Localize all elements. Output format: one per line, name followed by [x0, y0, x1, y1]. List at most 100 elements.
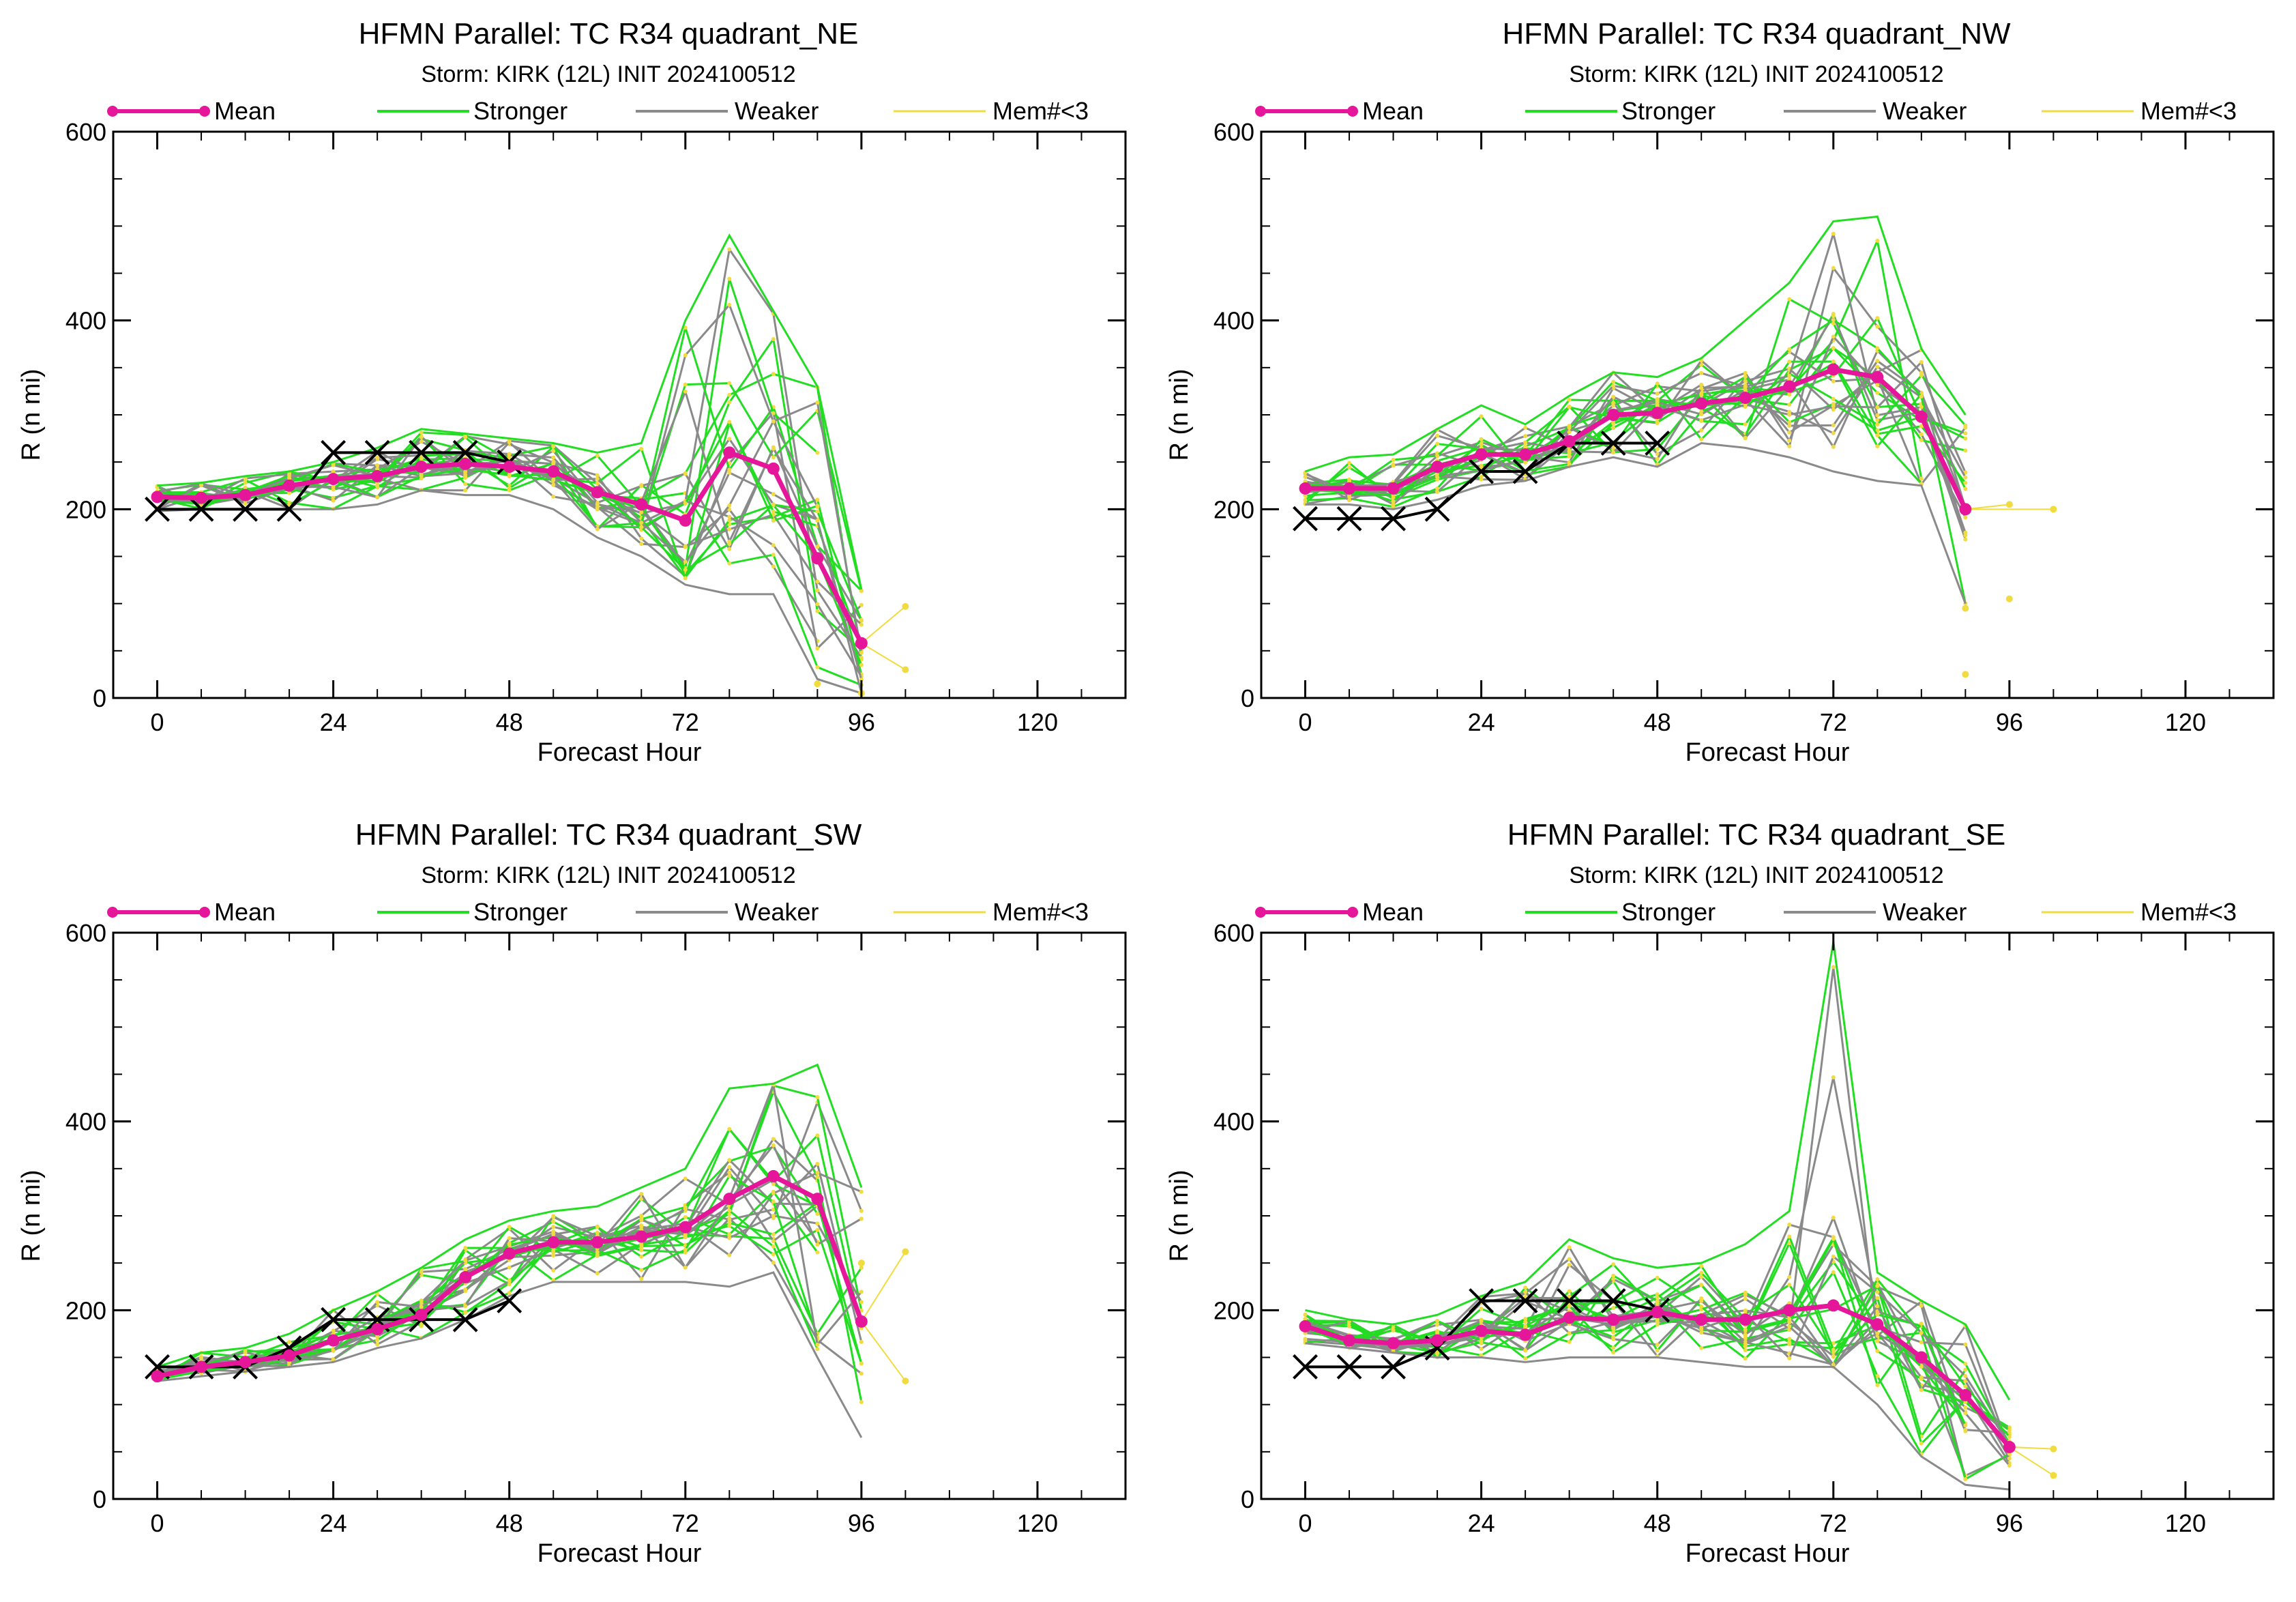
legend-stronger-label: Stronger: [1621, 97, 1716, 125]
member-point: [1347, 498, 1352, 503]
mean-point: [1695, 397, 1708, 410]
observed-x-marker: [1469, 1288, 1495, 1313]
member-point: [243, 501, 248, 506]
member-point: [815, 1133, 820, 1138]
y-axis-label: R (n mi): [17, 1169, 46, 1262]
legend-weaker-label: Weaker: [1883, 97, 1967, 125]
member-point: [1963, 480, 1968, 485]
mean-point: [1299, 1320, 1312, 1332]
x-tick-label: 0: [151, 1509, 164, 1537]
member-point: [595, 453, 600, 458]
mean-point: [2003, 1440, 2016, 1453]
mean-point: [1959, 1388, 1972, 1401]
mean-point: [1519, 1328, 1532, 1341]
legend-weaker-label: Weaker: [735, 97, 819, 125]
member-point: [727, 392, 732, 397]
y-axis: 0 200 400 600 R (n mi): [1165, 919, 2273, 1513]
member-point: [727, 507, 732, 512]
member-point: [683, 1265, 688, 1270]
member-point: [551, 478, 556, 482]
legend: Mean Stronger Weaker Mem#<3: [1255, 97, 2237, 125]
observed-x-stroke: [1600, 1288, 1626, 1313]
member-point: [771, 455, 776, 460]
member-point: [815, 1174, 820, 1179]
y-tick-label: 0: [93, 1485, 106, 1513]
member-point: [463, 488, 468, 493]
weaker-member-line: [1305, 441, 1967, 605]
x-axis-label: Forecast Hour: [538, 1539, 702, 1568]
member-point: [1699, 1330, 1704, 1335]
member-point: [1875, 433, 1880, 438]
member-point: [507, 1242, 512, 1247]
member-point: [1391, 499, 1396, 504]
mean-point: [459, 457, 472, 470]
member-point: [331, 1328, 336, 1333]
member-point: [1523, 1290, 1528, 1294]
mean-point: [1651, 407, 1664, 420]
member-point: [1787, 360, 1792, 364]
member-point: [1567, 1289, 1572, 1294]
member-point: [1699, 392, 1704, 397]
x-tick-label: 72: [672, 708, 699, 736]
member-point: [1567, 1262, 1572, 1267]
member-point: [1743, 1341, 1748, 1346]
member-point: [1743, 379, 1748, 383]
member-point: [331, 484, 336, 489]
member-point: [199, 1356, 204, 1360]
member-point: [1963, 1342, 1968, 1347]
member-point: [551, 1219, 556, 1224]
member-point: [1611, 1335, 1616, 1339]
member-point: [1655, 1348, 1660, 1353]
member-point: [1963, 1384, 1968, 1388]
observed-x-marker: [452, 439, 478, 465]
member-point: [1303, 493, 1308, 498]
member-point: [375, 1334, 380, 1339]
member-point: [1699, 1299, 1704, 1304]
member-point: [463, 1287, 468, 1292]
member-point: [1875, 1290, 1880, 1294]
member-point: [1699, 412, 1704, 417]
plot-frame: [112, 130, 1127, 699]
member-point: [1875, 364, 1880, 369]
member-point: [639, 1213, 644, 1218]
stronger-member-line: [1304, 1235, 1967, 1426]
member-point: [771, 492, 776, 497]
member-point: [727, 381, 732, 385]
mean-point: [1607, 409, 1620, 421]
member-point: [815, 400, 820, 405]
legend-mean-marker: [1255, 106, 1266, 117]
member-point: [1919, 1303, 1924, 1308]
member-point: [771, 1182, 776, 1186]
mean-point: [195, 1360, 208, 1373]
member-point: [1831, 407, 1836, 412]
member-point: [1875, 316, 1880, 321]
member-point: [1699, 1270, 1704, 1275]
small-member-line: [861, 1251, 907, 1322]
member-point: [551, 444, 556, 449]
member-point: [1479, 1347, 1484, 1352]
member-point: [815, 579, 820, 584]
mean-point: [1519, 448, 1532, 461]
member-point: [1391, 1328, 1396, 1332]
member-point: [1435, 1330, 1440, 1335]
member-point: [1347, 461, 1352, 465]
mean-point: [723, 1193, 736, 1206]
x-tick-label: 24: [1468, 708, 1495, 736]
mean-point: [327, 1334, 340, 1347]
chart-sw: HFMN Parallel: TC R34 quadrant_SW Storm: …: [17, 818, 1127, 1568]
y-tick-label: 0: [93, 684, 106, 712]
member-point: [727, 518, 732, 523]
legend-mean-marker: [199, 907, 210, 918]
member-point: [1391, 457, 1396, 462]
member-point: [771, 1244, 776, 1249]
member-point: [507, 1265, 512, 1270]
member-point: [1831, 445, 1836, 450]
member-point: [1347, 465, 1352, 470]
member-point: [243, 485, 248, 490]
chart-se: HFMN Parallel: TC R34 quadrant_SE Storm: …: [1165, 818, 2275, 1568]
member-point: [815, 1242, 820, 1247]
member-point: [727, 1221, 732, 1225]
member-point: [771, 419, 776, 424]
member-point: [287, 476, 292, 480]
member-point: [1919, 1330, 1924, 1335]
